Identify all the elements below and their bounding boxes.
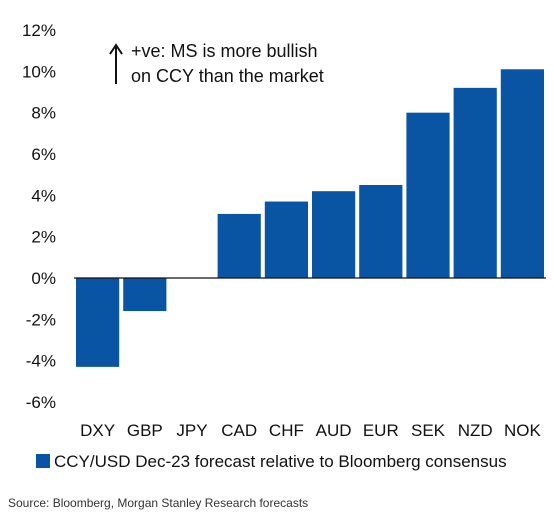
y-tick-label: 4% bbox=[31, 186, 56, 205]
bars bbox=[76, 69, 544, 367]
annotation-line-2: on CCY than the market bbox=[131, 66, 324, 86]
x-tick-label: GBP bbox=[127, 421, 163, 440]
x-tick-label: CHF bbox=[269, 421, 304, 440]
legend: CCY/USD Dec-23 forecast relative to Bloo… bbox=[36, 452, 507, 471]
bar-aud bbox=[312, 191, 356, 278]
y-tick-label: 6% bbox=[31, 145, 56, 164]
x-tick-label: NOK bbox=[504, 421, 542, 440]
legend-label: CCY/USD Dec-23 forecast relative to Bloo… bbox=[54, 452, 507, 471]
bar-nok bbox=[500, 69, 544, 279]
bar-cad bbox=[217, 213, 261, 278]
x-tick-label: EUR bbox=[363, 421, 399, 440]
y-tick-label: 12% bbox=[22, 21, 56, 40]
x-tick-label: NZD bbox=[458, 421, 493, 440]
y-tick-label: 10% bbox=[22, 62, 56, 81]
bar-gbp bbox=[123, 278, 167, 312]
bar-nzd bbox=[453, 87, 497, 278]
x-tick-label: AUD bbox=[316, 421, 352, 440]
up-arrow-head bbox=[109, 43, 123, 55]
x-tick-label: DXY bbox=[80, 421, 115, 440]
bar-chf bbox=[264, 201, 308, 278]
annotation-line-1: +ve: MS is more bullish bbox=[131, 41, 318, 61]
legend-swatch bbox=[36, 454, 50, 468]
y-tick-label: -4% bbox=[26, 352, 56, 371]
bar-eur bbox=[359, 185, 403, 278]
bar-dxy bbox=[76, 278, 120, 367]
y-tick-label: -6% bbox=[26, 393, 56, 412]
source-note: Source: Bloomberg, Morgan Stanley Resear… bbox=[8, 496, 308, 510]
y-axis-ticks: 12% 10% 8% 6% 4% 2% 0% -2% -4% -6% bbox=[22, 21, 56, 412]
x-tick-label: SEK bbox=[411, 421, 446, 440]
y-tick-label: 0% bbox=[31, 269, 56, 288]
y-tick-label: -2% bbox=[26, 310, 56, 329]
x-axis-ticks: DXY GBP JPY CAD CHF AUD EUR SEK NZD NOK bbox=[80, 421, 541, 440]
bar-sek bbox=[406, 112, 450, 279]
annotation: +ve: MS is more bullish on CCY than the … bbox=[109, 41, 324, 86]
y-tick-label: 8% bbox=[31, 104, 56, 123]
x-tick-label: CAD bbox=[221, 421, 257, 440]
y-tick-label: 2% bbox=[31, 228, 56, 247]
x-tick-label: JPY bbox=[176, 421, 207, 440]
